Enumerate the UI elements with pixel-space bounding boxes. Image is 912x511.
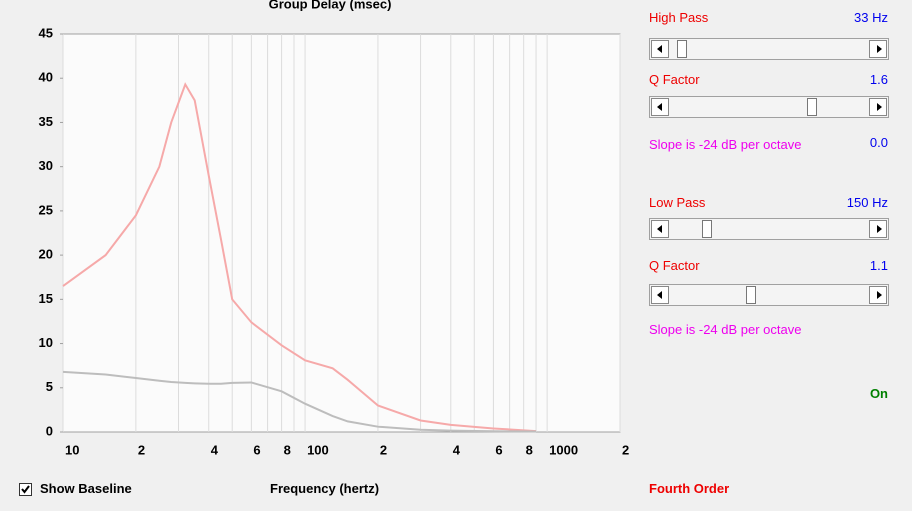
filter-order: Fourth Order xyxy=(649,481,730,496)
slider-thumb[interactable] xyxy=(702,220,712,238)
x-tick-label: 2 xyxy=(380,442,387,457)
scroll-right[interactable] xyxy=(869,98,887,116)
y-tick-label: 40 xyxy=(39,70,53,85)
series-line xyxy=(62,370,537,433)
x-tick-label: 8 xyxy=(526,442,533,457)
high-pass-slider[interactable] xyxy=(649,38,889,60)
baseline-checkbox[interactable] xyxy=(19,483,32,496)
high-q-slider[interactable] xyxy=(649,96,889,118)
low-pass-slider[interactable] xyxy=(649,218,889,240)
y-tick-label: 5 xyxy=(46,379,53,394)
scroll-right[interactable] xyxy=(869,220,887,238)
scroll-right[interactable] xyxy=(869,40,887,58)
chart-title: Group Delay (msec) xyxy=(269,0,392,11)
x-tick-label: 1000 xyxy=(549,442,578,457)
slider-thumb[interactable] xyxy=(746,286,756,304)
low-slope-text: Slope is -24 dB per octave xyxy=(649,322,802,337)
low-q-slider[interactable] xyxy=(649,284,889,306)
x-axis-label: Frequency (hertz) xyxy=(270,481,380,496)
x-tick-label: 6 xyxy=(253,442,260,457)
high-pass-value: 33 Hz xyxy=(854,10,888,25)
low-q-value: 1.1 xyxy=(869,258,888,273)
low-pass-value: 150 Hz xyxy=(846,195,888,210)
high-pass-label: High Pass xyxy=(649,10,709,25)
scroll-right[interactable] xyxy=(869,286,887,304)
chart: Group Delay (msec) 10 2 4 6 8 100 2 4 6 8 1000 2051… xyxy=(39,0,630,457)
x-tick-label: 6 xyxy=(495,442,502,457)
series-line xyxy=(62,82,537,433)
baseline-label[interactable]: Show Baseline xyxy=(40,481,132,496)
low-pass-label: Low Pass xyxy=(649,195,706,210)
scroll-left[interactable] xyxy=(651,286,669,304)
y-tick-label: 10 xyxy=(39,335,53,350)
high-q-label: Q Factor xyxy=(649,72,700,87)
y-tick-label: 45 xyxy=(39,25,53,40)
x-tick-label: 100 xyxy=(307,442,329,457)
scroll-left[interactable] xyxy=(651,98,669,116)
scroll-left[interactable] xyxy=(651,40,669,58)
slider-thumb[interactable] xyxy=(807,98,817,116)
slider-thumb[interactable] xyxy=(677,40,687,58)
check-mark xyxy=(21,485,30,494)
y-tick-label: 15 xyxy=(39,291,53,306)
y-tick-label: 0 xyxy=(46,423,53,438)
x-tick-label: 4 xyxy=(453,442,461,457)
x-tick-label: 2 xyxy=(622,442,629,457)
y-tick-label: 25 xyxy=(39,202,53,217)
y-tick-label: 30 xyxy=(39,158,53,173)
high-slope-text: Slope is -24 dB per octave xyxy=(649,137,802,152)
low-q-label: Q Factor xyxy=(649,258,700,273)
x-tick-label: 10 xyxy=(65,442,79,457)
high-q-value: 1.6 xyxy=(869,72,888,87)
plot-area xyxy=(62,33,621,433)
x-tick-label: 2 xyxy=(138,442,145,457)
status: On xyxy=(869,386,888,401)
x-tick-label: 8 xyxy=(284,442,291,457)
high-slope-value: 0.0 xyxy=(869,135,888,150)
scroll-left[interactable] xyxy=(651,220,669,238)
y-tick-label: 20 xyxy=(39,247,53,262)
y-tick-label: 35 xyxy=(39,114,53,129)
x-tick-label: 4 xyxy=(211,442,219,457)
